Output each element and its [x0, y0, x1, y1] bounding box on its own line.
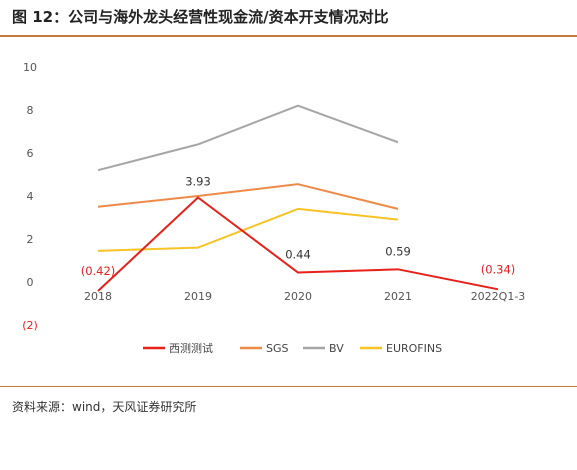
source-divider — [0, 386, 577, 387]
data-label: (0.34) — [481, 262, 516, 276]
y-tick-label: 4 — [27, 190, 34, 203]
data-label: 3.93 — [185, 175, 211, 189]
x-tick-label: 2019 — [184, 290, 212, 303]
data-label: 0.44 — [285, 248, 311, 262]
series-layer — [97, 104, 499, 292]
series-line-BV — [97, 104, 399, 172]
y-tick-label: (2) — [22, 319, 38, 332]
y-tick-label: 8 — [27, 104, 34, 117]
y-tick-label: 6 — [27, 147, 34, 160]
data-label: (0.42) — [81, 264, 116, 278]
x-tick-label: 2021 — [384, 290, 412, 303]
x-tick-label: 2018 — [84, 290, 112, 303]
series-line-SGS — [97, 183, 399, 210]
legend-label: BV — [329, 342, 344, 355]
x-tick-label: 2022Q1-3 — [471, 290, 526, 303]
legend-label: 西测测试 — [169, 342, 213, 355]
axis-layer: 0 2 4 6 8 10 (2) 2018 2019 2020 2021 2022Q1-3 — [22, 61, 525, 332]
y-tick-label: 10 — [23, 61, 37, 74]
title-divider — [0, 35, 577, 37]
data-label: 0.59 — [385, 244, 411, 258]
y-tick-label: 2 — [27, 233, 34, 246]
legend: 西测测试 SGS BV EUROFINS — [143, 342, 442, 355]
legend-label: EUROFINS — [386, 342, 442, 355]
cashflow-capex-line-chart: 0 2 4 6 8 10 (2) 2018 2019 2020 2021 2022Q1-3 (0.42… — [22, 61, 525, 355]
series-line-EUROFINS — [97, 207, 399, 252]
series-line-西测测试 — [97, 196, 499, 292]
figure-title: 图 12：公司与海外龙头经营性现金流/资本开支情况对比 — [12, 8, 389, 26]
source-note: 资料来源：wind，天风证券研究所 — [12, 400, 197, 414]
x-tick-label: 2020 — [284, 290, 312, 303]
y-tick-label: 0 — [27, 276, 34, 289]
data-label-layer: (0.42) 3.93 0.44 0.59 (0.34) — [81, 175, 516, 279]
legend-label: SGS — [266, 342, 289, 355]
